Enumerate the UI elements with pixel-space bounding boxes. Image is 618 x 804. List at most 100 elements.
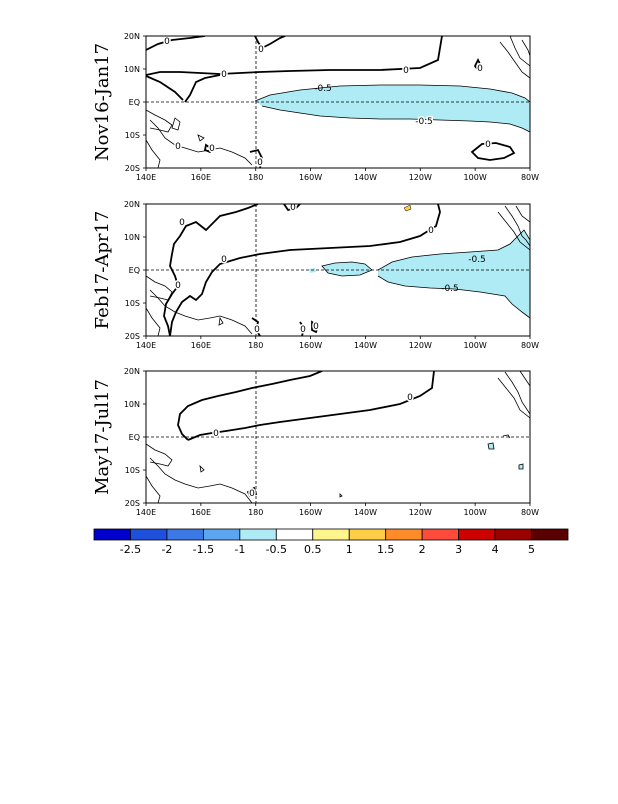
contour-labels: 0 0 0 0 0 0 0 0 -0.5 -0.5 <box>174 202 486 337</box>
lat-tick-label: 10N <box>124 400 140 409</box>
lon-tick-label: 160W <box>299 341 322 350</box>
colorbar-swatch <box>312 528 350 541</box>
contour-label: 0 <box>258 45 264 55</box>
lon-tick-label: 100W <box>464 508 487 517</box>
coastlines <box>146 205 530 336</box>
lon-tick-label: 140E <box>136 341 156 350</box>
lat-tick-label: 20N <box>124 32 140 41</box>
lat-tick-label: 10S <box>125 131 140 140</box>
lon-tick-label: 160E <box>191 341 211 350</box>
colorbar-label: 2 <box>419 543 426 556</box>
colorbar-swatch <box>275 528 314 541</box>
colorbar-swatch <box>458 528 496 541</box>
contour-label: 0 <box>407 393 413 403</box>
lon-tick-label: 160E <box>191 173 211 182</box>
contour-label: -0.5 <box>314 84 332 94</box>
contour-labels: 0 0 0 0 0 0 0 0 0 -0.5 -0.5 <box>163 36 493 170</box>
colorbar-swatch <box>166 528 204 541</box>
lat-tick-label: EQ <box>129 433 140 442</box>
colorbar-swatch <box>130 528 168 541</box>
contour-label: -0.5 <box>441 284 459 294</box>
lon-tick-label: 140W <box>354 173 377 182</box>
negative-anomaly-shading <box>322 262 372 276</box>
colorbar-swatch <box>421 528 460 541</box>
zero-contours <box>163 204 441 336</box>
contour-label: 0 <box>477 64 483 74</box>
colorbar-label: -2.5 <box>120 543 141 556</box>
contour-label: 0 <box>403 66 409 76</box>
zero-contours <box>146 36 516 168</box>
lon-tick-label: 120W <box>409 173 432 182</box>
lon-tick-label: 140W <box>354 508 377 517</box>
panel-2: Feb17-Apr17 <box>92 200 539 350</box>
lat-tick-label: 20S <box>125 332 140 341</box>
contour-label: 0 <box>209 144 215 154</box>
minus-half-contours <box>487 442 524 470</box>
contour-label: 0 <box>213 429 219 439</box>
colorbar-swatch <box>93 528 131 541</box>
lon-tick-label: 160W <box>299 173 322 182</box>
negative-anomaly-shading <box>378 230 530 318</box>
lat-tick-label: 20N <box>124 200 140 209</box>
colorbar-label: 1.5 <box>377 543 395 556</box>
lon-tick-label: 80W <box>521 173 539 182</box>
lat-tick-label: 20S <box>125 164 140 173</box>
lat-tick-label: 10S <box>125 466 140 475</box>
lon-tick-label: 120W <box>409 508 432 517</box>
lon-tick-label: 140W <box>354 341 377 350</box>
contour-label: 0 <box>221 255 227 265</box>
lon-tick-label: 160W <box>299 508 322 517</box>
colorbar-swatch <box>494 528 532 541</box>
lat-tick-label: EQ <box>129 266 140 275</box>
colorbar-swatch <box>239 528 277 541</box>
contour-label: 0 <box>428 226 434 236</box>
lon-tick-label: 180 <box>248 341 263 350</box>
contour-label: 0 <box>257 158 263 168</box>
colorbar-swatch <box>202 528 241 541</box>
contour-label: 0 <box>249 489 255 499</box>
colorbar-label: 0.5 <box>304 543 322 556</box>
negative-anomaly-shading <box>519 464 523 469</box>
lat-tick-label: 10N <box>124 65 140 74</box>
colorbar-swatch <box>385 528 423 541</box>
colorbar-label: -1 <box>234 543 245 556</box>
lon-tick-label: 180 <box>248 508 263 517</box>
negative-anomaly-shading <box>309 268 316 273</box>
contour-label: 0 <box>290 203 296 213</box>
colorbar-label: 5 <box>528 543 535 556</box>
panel-1: Nov16-Jan17 <box>92 32 539 182</box>
colorbar-label: -0.5 <box>266 543 287 556</box>
contour-label: 0 <box>254 325 260 335</box>
panel-3: May17-Jul17 <box>92 367 539 517</box>
lat-tick-label: 20N <box>124 367 140 376</box>
contour-label: 0 <box>175 142 181 152</box>
contour-label: 0 <box>164 37 170 47</box>
lon-tick-label: 120W <box>409 341 432 350</box>
coastlines <box>146 371 530 503</box>
lat-tick-label: 20S <box>125 499 140 508</box>
colorbar-label: 1 <box>346 543 353 556</box>
colorbar-label: -1.5 <box>193 543 214 556</box>
colorbar-swatch <box>531 528 569 541</box>
negative-anomaly-shading <box>488 443 494 449</box>
lon-tick-label: 180 <box>248 173 263 182</box>
colorbar-label: -2 <box>161 543 172 556</box>
contour-labels: 0 0 0 <box>212 392 415 501</box>
negative-anomaly-shading <box>255 85 530 132</box>
coastlines <box>146 36 530 168</box>
lon-tick-label: 100W <box>464 173 487 182</box>
contour-label: -0.5 <box>468 255 486 265</box>
lon-tick-label: 80W <box>521 508 539 517</box>
lon-tick-label: 80W <box>521 341 539 350</box>
minus-half-contours <box>254 84 530 133</box>
lon-tick-label: 140E <box>136 173 156 182</box>
contour-label: 0 <box>485 140 491 150</box>
contour-label: 0 <box>175 281 181 291</box>
lon-tick-label: 100W <box>464 341 487 350</box>
colorbar-label: 3 <box>455 543 462 556</box>
colorbar-label: 4 <box>492 543 499 556</box>
colorbar: -2.5 -2 -1.5 -1 -0.5 0.5 1 1.5 2 3 4 5 <box>93 528 569 556</box>
